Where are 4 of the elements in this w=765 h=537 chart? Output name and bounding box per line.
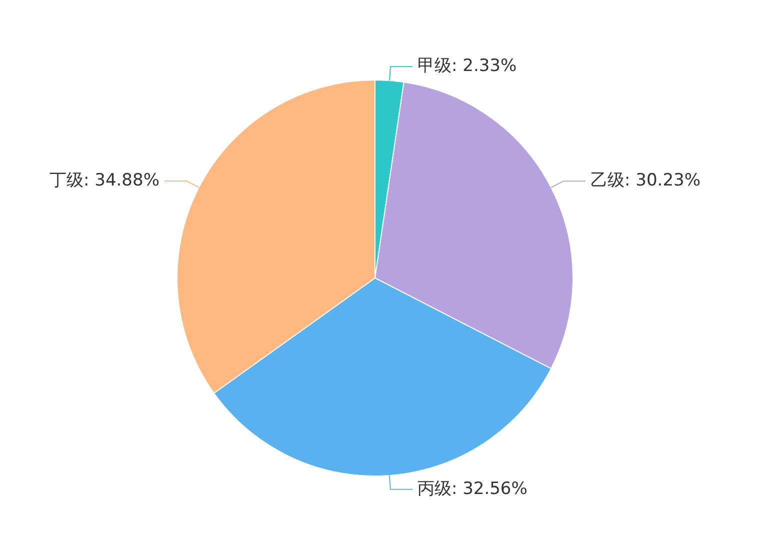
slice-label: 丁级: 34.88%: [50, 170, 160, 191]
slice-label: 甲级: 2.33%: [418, 56, 517, 76]
slice-label: 乙级: 30.23%: [590, 170, 701, 191]
slice-label: 丙级: 32.56%: [417, 479, 528, 500]
